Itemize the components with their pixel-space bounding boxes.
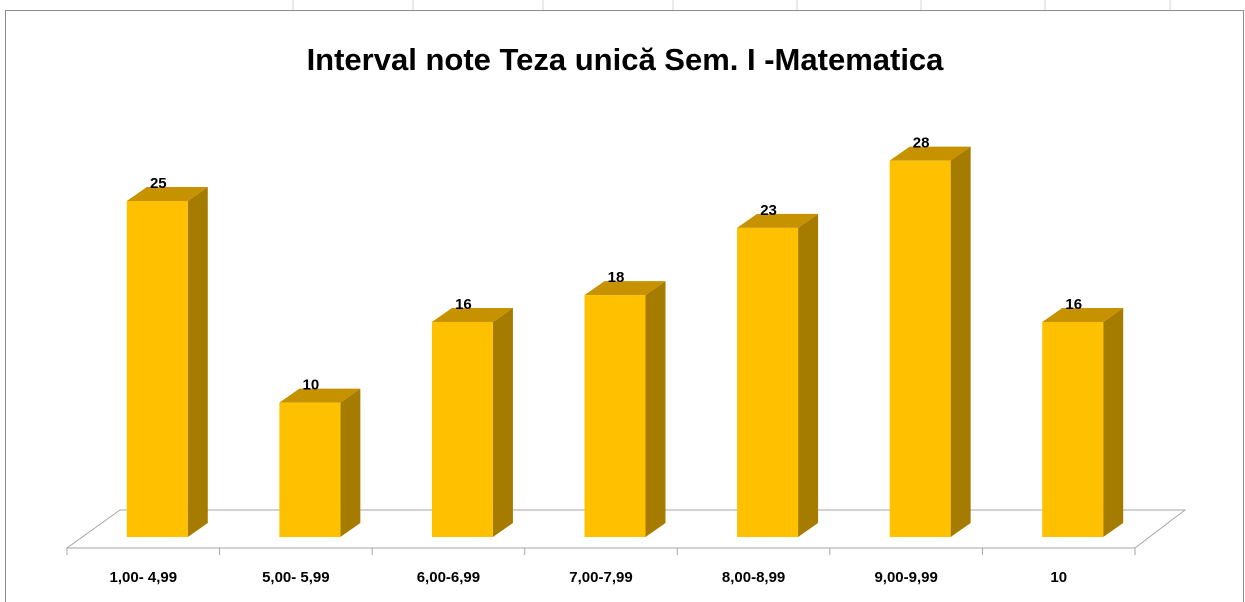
bar (737, 227, 799, 537)
bar-side (645, 281, 666, 537)
bar-side (492, 307, 513, 537)
bar-side (187, 187, 208, 537)
data-label: 16 (1065, 296, 1082, 313)
bar-top (279, 388, 361, 403)
data-label: 28 (913, 135, 930, 152)
bar-top (1042, 307, 1124, 322)
bar (889, 160, 951, 537)
bar (279, 402, 341, 537)
x-tick-label: 6,00-6,99 (417, 569, 480, 586)
data-label: 25 (150, 175, 167, 192)
bar (431, 321, 493, 537)
x-tick-label: 10 (1050, 569, 1067, 586)
bar-top (889, 146, 971, 161)
data-label: 10 (303, 377, 320, 394)
bar-side (340, 388, 361, 537)
bar (126, 201, 188, 537)
bar (1042, 321, 1104, 537)
data-label: 18 (608, 269, 625, 286)
bar-side (798, 213, 819, 537)
bar-side (1103, 307, 1124, 537)
x-tick-label: 8,00-8,99 (722, 569, 785, 586)
x-tick-label: 9,00-9,99 (874, 569, 937, 586)
x-tick-label: 7,00-7,99 (569, 569, 632, 586)
sheet-grid (292, 0, 1171, 10)
bar-top (126, 187, 208, 201)
data-label: 23 (760, 202, 777, 219)
bar-top (431, 307, 513, 322)
x-tick-label: 5,00- 5,99 (262, 569, 330, 586)
floor (65, 509, 1187, 549)
data-label: 16 (455, 296, 472, 313)
bar-side (950, 146, 971, 537)
bar-top (737, 213, 819, 228)
x-tick-label: 1,00- 4,99 (110, 569, 178, 586)
bar-top (584, 281, 666, 296)
chart-title: Interval note Teza unică Sem. I -Matemat… (307, 42, 945, 77)
bar (584, 295, 646, 537)
